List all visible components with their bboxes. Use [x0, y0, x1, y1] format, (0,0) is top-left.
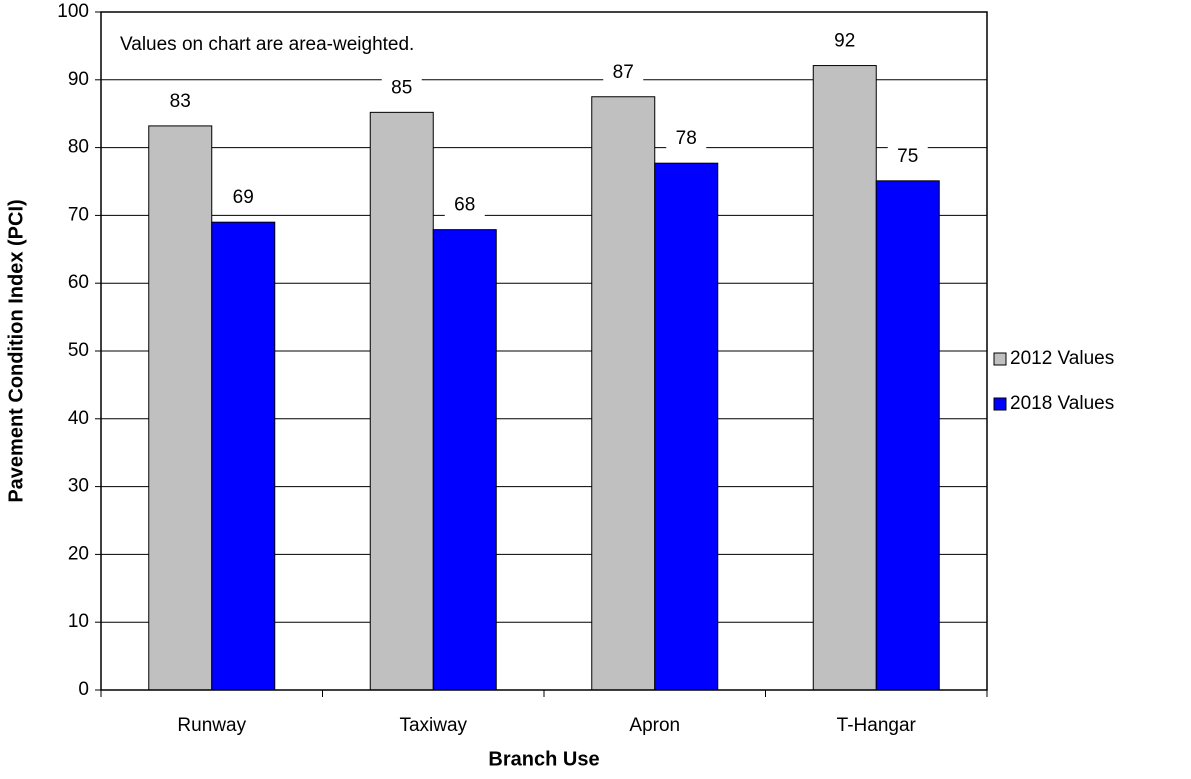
y-tick-label: 70 — [68, 204, 89, 225]
data-label: 69 — [233, 187, 254, 208]
y-tick-label: 20 — [68, 543, 89, 564]
plot-frame — [100, 11, 988, 691]
data-label: 78 — [676, 128, 697, 149]
x-tick-label: T-Hangar — [837, 715, 917, 736]
y-tick-label: 100 — [57, 1, 89, 22]
legend-label: 2012 Values — [1010, 348, 1114, 369]
y-tick-label: 40 — [68, 408, 89, 429]
label-bg — [381, 75, 422, 102]
data-label: 87 — [613, 62, 634, 83]
label-bg — [160, 88, 201, 115]
y-axis-title: Pavement Condition Index (PCI) — [5, 199, 27, 502]
y-tick-label: 50 — [68, 340, 89, 361]
label-bg — [824, 28, 865, 55]
data-label: 68 — [454, 195, 475, 216]
bar — [369, 111, 434, 691]
y-tick-label: 0 — [78, 679, 89, 700]
label-bg — [444, 192, 485, 219]
label-bg — [223, 185, 264, 212]
legend-swatch — [993, 397, 1007, 411]
annotation: Values on chart are area-weighted. — [120, 34, 414, 55]
x-tick-label: Runway — [177, 715, 246, 736]
x-axis-title: Branch Use — [488, 748, 599, 770]
legend-swatch — [993, 352, 1007, 366]
data-label: 85 — [391, 77, 412, 98]
y-tick-label: 30 — [68, 476, 89, 497]
bar — [812, 65, 877, 691]
y-tick-label: 10 — [68, 611, 89, 632]
legend-label: 2018 Values — [1010, 393, 1114, 414]
label-bg — [603, 59, 644, 86]
x-tick-label: Taxiway — [399, 715, 467, 736]
label-bg — [666, 126, 707, 153]
data-label: 92 — [834, 31, 855, 52]
bar — [432, 229, 497, 691]
label-bg — [887, 143, 928, 170]
y-tick-label: 90 — [68, 69, 89, 90]
bar — [591, 96, 656, 691]
bar — [211, 221, 276, 691]
bar — [148, 125, 213, 691]
y-tick-label: 60 — [68, 272, 89, 293]
data-label: 75 — [897, 146, 918, 167]
data-label: 83 — [170, 91, 191, 112]
y-tick-label: 80 — [68, 137, 89, 158]
bar — [654, 162, 719, 691]
x-tick-label: Apron — [629, 715, 680, 736]
bar — [875, 180, 940, 691]
